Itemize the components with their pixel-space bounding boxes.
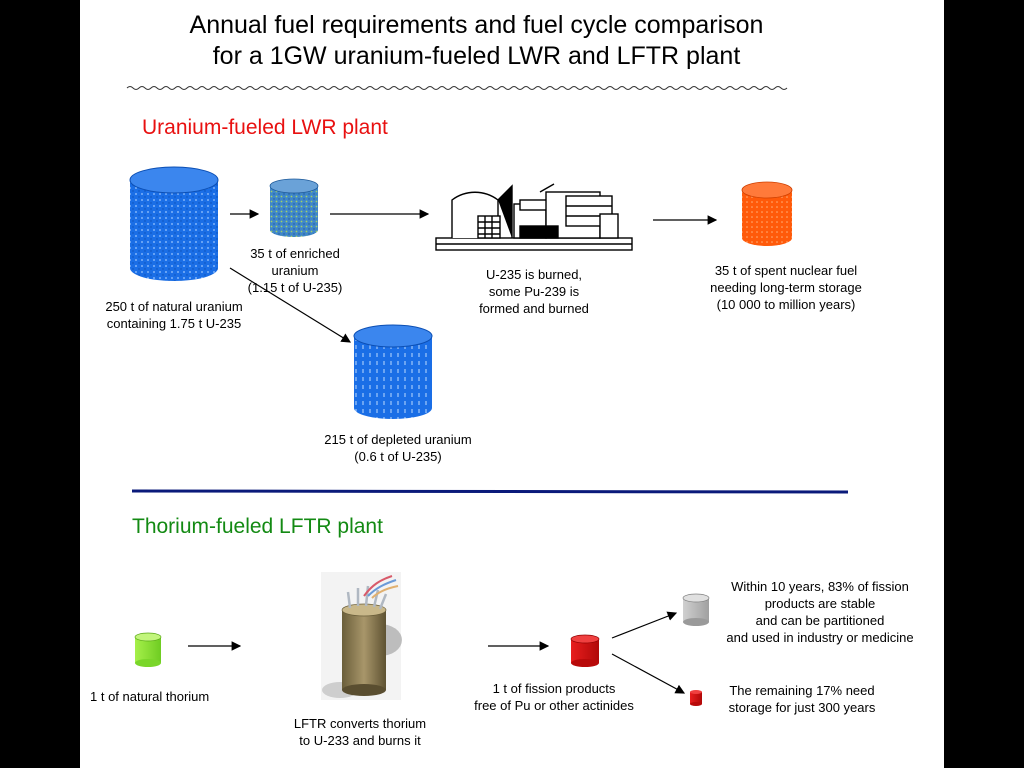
depleted-uranium-cylinder <box>353 324 433 419</box>
thorium-section-heading: Thorium-fueled LFTR plant <box>132 515 383 538</box>
spent-fuel-cylinder <box>741 181 793 246</box>
stable-products-label: Within 10 years, 83% of fission products… <box>726 579 914 645</box>
burned-label: U-235 is burned, some Pu-239 is formed a… <box>479 267 589 316</box>
lftr-reactor-label: LFTR converts thorium to U-233 and burns… <box>293 716 427 748</box>
lftr-reactor-image <box>321 572 402 700</box>
fission-products-cylinder <box>570 634 600 667</box>
title-line-2: for a 1GW uranium-fueled LWR and LFTR pl… <box>212 42 741 70</box>
natural-uranium-cylinder <box>129 166 219 281</box>
natural-uranium-label: 250 t of natural uranium containing 1.75… <box>105 299 243 331</box>
depleted-uranium-label: 215 t of depleted uranium (0.6 t of U-23… <box>324 432 472 464</box>
natural-thorium-cylinder <box>134 632 162 667</box>
remaining-products-cylinder <box>690 690 702 706</box>
title-line-1: Annual fuel requirements and fuel cycle … <box>189 11 764 39</box>
lwr-plant-icon <box>435 183 633 251</box>
arrow-fission-to-stable <box>611 611 678 639</box>
title-wave-line <box>126 86 788 90</box>
spent-fuel-label: 35 t of spent nuclear fuel needing long-… <box>710 263 862 312</box>
fission-products-label: 1 t of fission products free of Pu or ot… <box>474 681 634 713</box>
arrow-fission-to-remaining <box>611 653 686 694</box>
uranium-section-heading: Uranium-fueled LWR plant <box>142 116 388 139</box>
natural-thorium-label: 1 t of natural thorium <box>90 689 210 704</box>
slide: Annual fuel requirements and fuel cycle … <box>80 0 944 768</box>
enriched-uranium-label: 35 t of enriched uranium (1.15 t of U-23… <box>247 246 343 295</box>
diagram-graphics <box>126 86 849 706</box>
arrow-natural-to-depleted <box>229 267 352 343</box>
remaining-products-label: The remaining 17% need storage for just … <box>728 683 876 715</box>
section-divider <box>131 489 849 494</box>
page-title: Annual fuel requirements and fuel cycle … <box>80 10 873 72</box>
stable-products-cylinder <box>682 593 710 626</box>
enriched-uranium-cylinder <box>269 178 319 237</box>
